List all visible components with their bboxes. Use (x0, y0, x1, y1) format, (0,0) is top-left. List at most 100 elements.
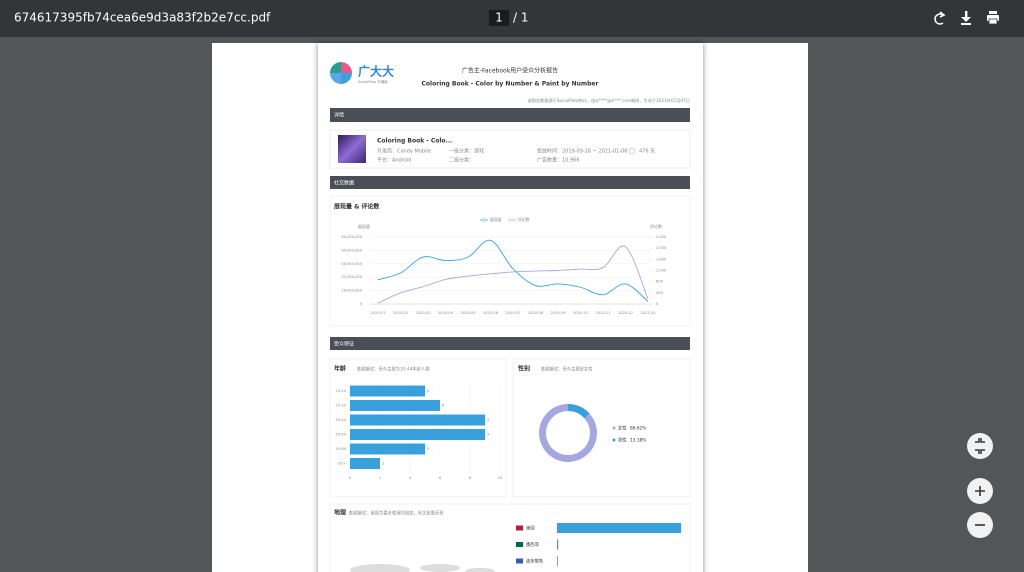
value-label: 9 (487, 418, 490, 422)
y2-axis-label: 评论数 (650, 223, 662, 229)
app-ad-count: 广告数量：10,966 (537, 157, 580, 164)
brand: 广大大 (358, 64, 394, 79)
section-bar (330, 176, 690, 189)
y-tick-label: 0 (360, 302, 363, 306)
app-icon (338, 135, 366, 163)
logo (330, 62, 352, 84)
legend-swatch (510, 218, 514, 222)
y2-tick-label: 800 (656, 280, 664, 284)
rotate-button[interactable] (934, 11, 946, 25)
app-days: 476 天 (639, 149, 655, 155)
brand-sub: SocialPeta 华通版 (358, 79, 388, 84)
zoom-out-button[interactable] (967, 512, 993, 538)
world-map (350, 564, 495, 572)
page-total: / 1 (513, 11, 529, 25)
line-series (377, 245, 649, 304)
app-card (329, 129, 691, 169)
bar (350, 458, 380, 469)
print-button[interactable] (987, 11, 999, 25)
page-current: 1 (495, 11, 503, 25)
x-tick-label: 2020-11 (595, 311, 610, 315)
chart-title: 年龄 (334, 365, 347, 373)
y2-tick-label: 2,000 (656, 246, 667, 250)
panel (329, 195, 691, 327)
legend-label: 评论数 (518, 217, 530, 222)
category-label: 墨西哥 (526, 542, 540, 548)
report-title: 广告主-Facebook用户受众分析报告 (462, 67, 558, 75)
bar (557, 539, 559, 550)
flag (516, 525, 523, 531)
bar (350, 443, 425, 455)
y-tick-label: 15-24 (336, 389, 347, 393)
y-tick-label: 45-54 (336, 433, 347, 437)
chart-title: 地理 (334, 509, 346, 517)
chart-subtitle: 数据解读：美国为最多使用的国家，其次是墨西哥 (349, 510, 444, 517)
y-tick-label: 35-44 (336, 418, 347, 422)
x-tick-label: 2020-10 (573, 311, 589, 315)
value-label: 6 (442, 404, 445, 408)
legend-label: 展现量 (490, 217, 502, 222)
x-tick-label: 2020-08 (528, 311, 544, 315)
section-title: 受众特征 (334, 341, 354, 348)
pie-slice (568, 403, 590, 419)
legend-swatch (612, 438, 616, 442)
bar (350, 400, 440, 411)
x-tick-label: 2020-07 (505, 311, 520, 315)
chart-subtitle: 数据解读：受众主要为35-44年龄人群 (357, 366, 430, 373)
legend-swatch (612, 426, 616, 430)
x-tick-label: 2020-03 (415, 311, 430, 315)
bar (350, 429, 485, 440)
section-bar (330, 108, 690, 122)
zoom-in-button[interactable] (967, 478, 993, 504)
bar (557, 523, 681, 533)
legend-label: 男性 (618, 437, 627, 444)
download-button[interactable] (961, 11, 971, 25)
app-developer: 开发商：Candy Mobile (377, 148, 431, 155)
y2-tick-label: 0 (656, 302, 659, 306)
y-tick-label: 32,000,000 (341, 275, 362, 279)
toolbar (0, 0, 1024, 37)
panel (329, 503, 691, 572)
section-bar (330, 337, 690, 350)
filename: 674617395fb74cea6e9d3a83f2b2e7cc.pdf (14, 11, 271, 25)
legend-value: 86.62% (630, 426, 646, 432)
app-platform: 平台：Android (377, 157, 411, 164)
x-tick-label: 0 (349, 476, 352, 480)
y2-tick-label: 1,600 (656, 257, 667, 261)
x-tick-label: 2020-12 (618, 311, 633, 315)
report-subtitle: Coloring Book - Color by Number & Paint … (422, 81, 599, 88)
bar (350, 414, 485, 426)
y-tick-label: 65+ (338, 462, 346, 466)
y2-tick-label: 1,200 (656, 269, 667, 273)
x-tick-label: 8 (469, 476, 472, 480)
y-tick-label: 80,000,000 (341, 235, 362, 239)
x-tick-label: 2020-01 (370, 311, 385, 315)
app-period: 投放时间：2019-09-16 ~ 2021-01-06 (537, 148, 627, 155)
value-label: 5 (427, 447, 429, 451)
flag (516, 558, 523, 564)
x-tick-label: 2020-05 (460, 311, 475, 315)
y-tick-label: 55-64 (336, 447, 347, 451)
y-tick-label: 48,000,000 (341, 262, 362, 266)
legend-value: 13.38% (630, 438, 646, 444)
fit-button[interactable] (967, 433, 993, 459)
line-series (377, 239, 649, 302)
chart-title: 展现量 & 评论数 (334, 203, 380, 211)
flag (516, 542, 523, 547)
y-tick-label: 16,000,000 (341, 289, 362, 293)
clock-icon (628, 147, 636, 155)
x-tick-label: 10 (498, 476, 503, 480)
x-tick-label: 2020-02 (393, 311, 408, 315)
x-tick-label: 2021-01 (640, 311, 655, 315)
chart-title: 性别 (517, 365, 530, 373)
y2-tick-label: 400 (656, 291, 664, 295)
x-tick-label: 2020-09 (550, 311, 566, 315)
value-label: 5 (427, 389, 429, 393)
x-tick-label: 4 (409, 476, 412, 480)
category-label: 美国 (526, 525, 535, 532)
category-label: 波多黎各 (526, 558, 544, 565)
page-input[interactable] (489, 10, 509, 26)
value-label: 2 (382, 462, 384, 466)
value-label: 9 (487, 433, 490, 437)
